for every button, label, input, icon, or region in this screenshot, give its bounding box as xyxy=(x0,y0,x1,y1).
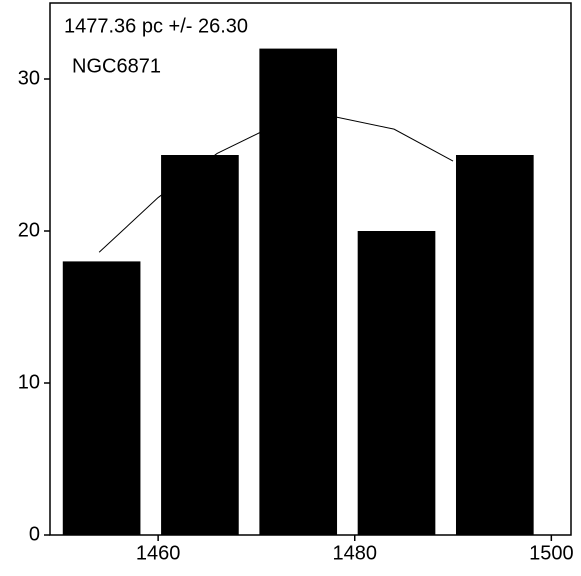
annotation: NGC6871 xyxy=(72,55,161,77)
y-tick-label: 20 xyxy=(18,219,40,241)
bar xyxy=(62,261,141,535)
fit-curve xyxy=(98,114,454,253)
annotation: 1477.36 pc +/- 26.30 xyxy=(64,15,248,37)
x-tick-label: 1460 xyxy=(136,542,181,564)
bar xyxy=(161,155,239,535)
x-tick-label: 1500 xyxy=(529,542,574,564)
x-tick-label: 1480 xyxy=(332,542,377,564)
y-tick-label: 30 xyxy=(18,67,40,89)
y-tick-label: 10 xyxy=(18,371,40,393)
bar xyxy=(455,155,534,535)
bar xyxy=(357,231,436,535)
bar xyxy=(259,48,338,535)
y-tick-label: 0 xyxy=(29,523,40,545)
